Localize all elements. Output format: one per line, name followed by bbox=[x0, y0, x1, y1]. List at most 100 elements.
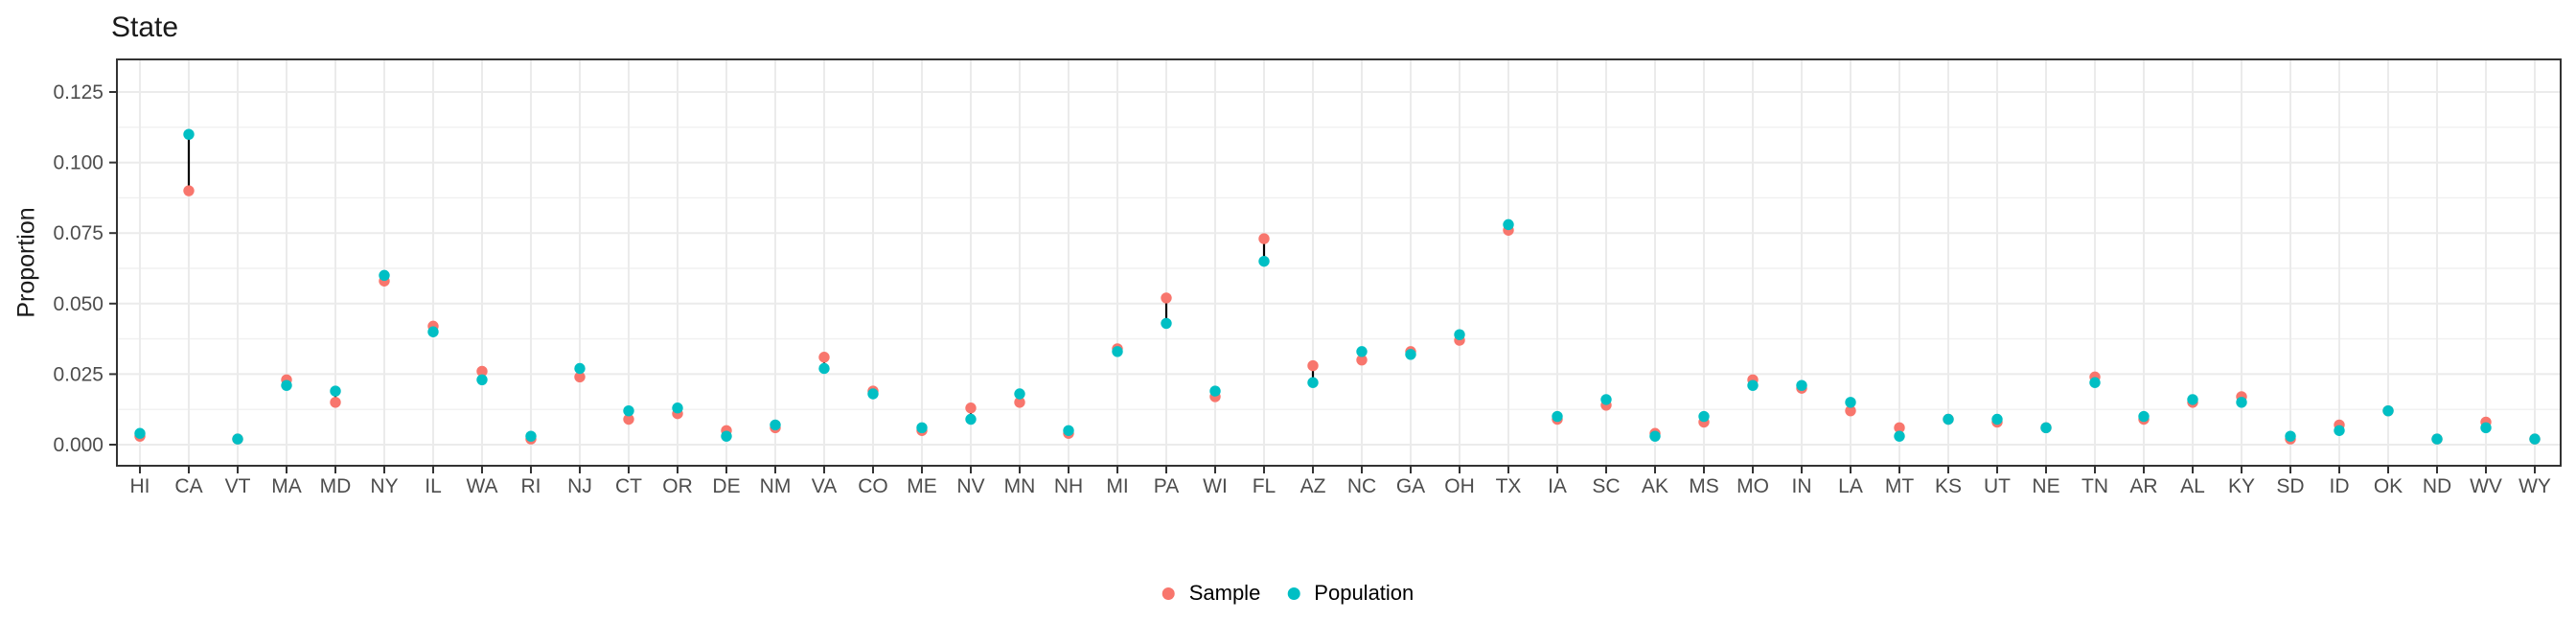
point-population-LA bbox=[1845, 397, 1856, 408]
point-sample-FL bbox=[1258, 233, 1270, 244]
x-tick-label-OK: OK bbox=[2374, 475, 2403, 497]
point-population-AK bbox=[1649, 430, 1661, 442]
point-population-VA bbox=[818, 362, 830, 375]
point-population-SD bbox=[2285, 430, 2296, 442]
point-population-MD bbox=[330, 385, 341, 397]
point-population-VT bbox=[232, 433, 243, 445]
point-sample-MD bbox=[330, 397, 341, 408]
x-tick-label-TN: TN bbox=[2082, 475, 2108, 497]
point-population-MA bbox=[281, 380, 292, 391]
x-tick-label-ME: ME bbox=[907, 475, 937, 497]
x-tick-label-AR: AR bbox=[2129, 475, 2157, 497]
x-tick-label-NH: NH bbox=[1054, 475, 1083, 497]
point-population-NE bbox=[2040, 422, 2052, 434]
point-population-NC bbox=[1356, 346, 1368, 357]
point-population-IN bbox=[1796, 380, 1807, 391]
point-sample-NV bbox=[965, 402, 977, 414]
y-tick-label-0.075: 0.075 bbox=[53, 222, 104, 244]
point-sample-AZ bbox=[1307, 359, 1319, 372]
x-tick-label-MT: MT bbox=[1885, 475, 1914, 497]
x-tick-label-IL: IL bbox=[425, 475, 442, 497]
x-tick-label-WA: WA bbox=[466, 475, 497, 497]
x-tick-label-WY: WY bbox=[2518, 475, 2551, 497]
y-tick-label-0.025: 0.025 bbox=[53, 363, 104, 385]
gridlines bbox=[117, 59, 2561, 466]
x-tick-label-IN: IN bbox=[1792, 475, 1812, 497]
y-tick-label-0.050: 0.050 bbox=[53, 293, 104, 315]
point-population-TN bbox=[2089, 377, 2101, 388]
point-population-MN bbox=[1014, 388, 1025, 400]
point-population-IA bbox=[1552, 410, 1563, 423]
x-tick-label-RI: RI bbox=[521, 475, 541, 497]
point-sample-MN bbox=[1014, 397, 1025, 408]
point-population-IL bbox=[427, 326, 439, 337]
x-tick-label-FL: FL bbox=[1253, 475, 1276, 497]
x-tick-label-ID: ID bbox=[2330, 475, 2350, 497]
population-points bbox=[134, 128, 2541, 445]
x-tick-label-NV: NV bbox=[956, 475, 984, 497]
x-tick-label-NC: NC bbox=[1347, 475, 1376, 497]
point-population-HI bbox=[134, 427, 146, 439]
x-tick-label-VT: VT bbox=[225, 475, 251, 497]
point-population-MT bbox=[1894, 430, 1905, 442]
x-tick-label-GA: GA bbox=[1396, 475, 1425, 497]
y-tick-label-0.125: 0.125 bbox=[53, 81, 104, 104]
point-population-NV bbox=[965, 413, 977, 426]
x-tick-label-VA: VA bbox=[812, 475, 837, 497]
x-tick-label-AZ: AZ bbox=[1300, 475, 1326, 497]
x-tick-label-PA: PA bbox=[1154, 475, 1179, 497]
point-population-AZ bbox=[1307, 377, 1319, 388]
y-tick-label-0.000: 0.000 bbox=[53, 434, 104, 456]
x-tick-label-OH: OH bbox=[1444, 475, 1475, 497]
connector-segments bbox=[138, 134, 2488, 440]
point-population-WY bbox=[2529, 433, 2541, 445]
sample-points bbox=[134, 185, 2541, 445]
panel-border bbox=[116, 58, 2562, 467]
legend-label-population: Population bbox=[1314, 581, 1414, 605]
point-population-KS bbox=[1943, 413, 1954, 426]
x-tick-label-WI: WI bbox=[1203, 475, 1228, 497]
point-population-AR bbox=[2138, 410, 2150, 423]
point-population-MI bbox=[1112, 346, 1123, 357]
x-tick-label-NJ: NJ bbox=[567, 475, 592, 497]
point-population-WA bbox=[476, 374, 488, 385]
point-sample-PA bbox=[1161, 292, 1172, 304]
point-population-GA bbox=[1405, 349, 1416, 360]
point-sample-MT bbox=[1894, 422, 1905, 434]
point-sample-VA bbox=[818, 352, 830, 363]
point-population-CO bbox=[867, 388, 879, 400]
x-tick-label-MN: MN bbox=[1004, 475, 1036, 497]
legend: Sample Population bbox=[1162, 581, 1414, 606]
legend-item-sample: Sample bbox=[1162, 581, 1260, 606]
point-population-NY bbox=[379, 269, 390, 282]
x-tick-label-SD: SD bbox=[2276, 475, 2304, 497]
point-sample-CA bbox=[183, 185, 195, 196]
point-sample-NJ bbox=[574, 371, 586, 383]
point-population-FL bbox=[1258, 255, 1270, 267]
x-tick-label-NM: NM bbox=[760, 475, 792, 497]
chart-title: State bbox=[111, 12, 179, 43]
legend-item-population: Population bbox=[1287, 581, 1414, 606]
x-tick-label-CO: CO bbox=[858, 475, 888, 497]
point-population-NJ bbox=[574, 362, 586, 375]
point-sample-LA bbox=[1845, 404, 1856, 417]
point-population-SC bbox=[1600, 394, 1612, 405]
point-sample-NC bbox=[1356, 354, 1368, 366]
point-population-OR bbox=[672, 402, 683, 414]
x-tick-label-SC: SC bbox=[1592, 475, 1620, 497]
point-population-DE bbox=[721, 430, 732, 442]
x-tick-label-KY: KY bbox=[2228, 475, 2255, 497]
point-sample-CT bbox=[623, 413, 634, 426]
point-population-MS bbox=[1698, 410, 1710, 423]
point-population-WV bbox=[2480, 422, 2492, 434]
x-tick-label-ND: ND bbox=[2423, 475, 2451, 497]
legend-key-population-dot bbox=[1287, 586, 1300, 600]
x-tick-label-CT: CT bbox=[615, 475, 642, 497]
x-tick-label-AK: AK bbox=[1642, 475, 1668, 497]
x-tick-label-LA: LA bbox=[1838, 475, 1863, 497]
x-tick-label-IA: IA bbox=[1548, 475, 1567, 497]
y-tick-label-0.100: 0.100 bbox=[53, 152, 104, 174]
point-sample-WA bbox=[476, 365, 488, 378]
